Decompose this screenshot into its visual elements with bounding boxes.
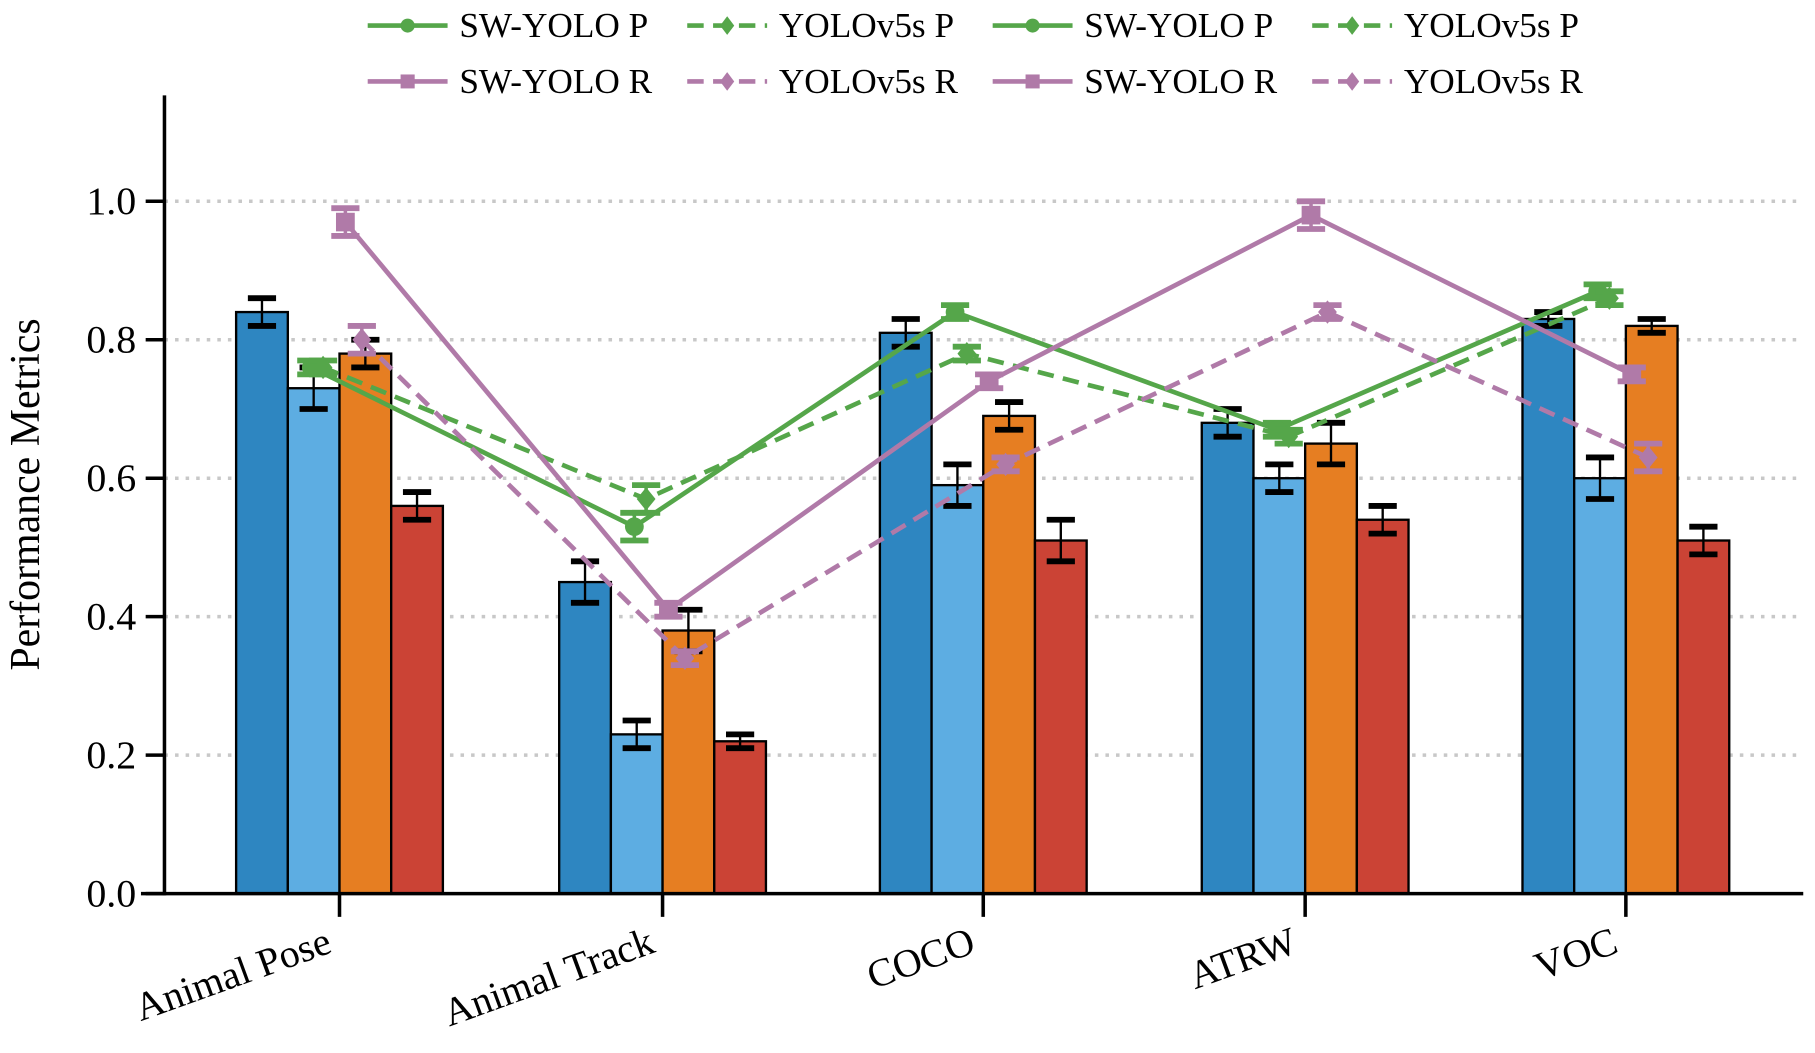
- marker-square: [335, 212, 355, 232]
- legend-item: YOLOv5s R: [687, 62, 959, 101]
- legend-label: YOLOv5s P: [1404, 6, 1579, 45]
- bar: [609, 733, 664, 895]
- bar: [878, 331, 933, 895]
- marker-square: [979, 371, 999, 391]
- bar: [1303, 442, 1359, 895]
- marker-square: [1025, 74, 1040, 89]
- bar: [390, 504, 445, 895]
- marker-circle: [945, 302, 965, 322]
- y-tick-label: 0.4: [86, 595, 136, 639]
- bar: [661, 629, 716, 895]
- legend-item: SW-YOLO R: [367, 62, 653, 101]
- bar: [982, 414, 1037, 895]
- bar: [1676, 539, 1731, 895]
- y-axis-label: Performance Metrics: [3, 318, 49, 670]
- legend-item: SW-YOLO P: [367, 6, 648, 45]
- y-tick-label: 0.2: [86, 733, 136, 777]
- marker-circle: [1025, 18, 1040, 33]
- marker-circle: [624, 517, 644, 536]
- legend-item: YOLOv5s R: [1312, 62, 1584, 101]
- x-tick-label: ATRW: [1183, 919, 1303, 998]
- y-tick-label: 0.6: [86, 456, 136, 500]
- x-tick-label: VOC: [1529, 919, 1623, 989]
- marker-square: [659, 600, 678, 620]
- bar: [1033, 539, 1088, 895]
- legend-item: SW-YOLO R: [992, 62, 1278, 101]
- legend-item: SW-YOLO P: [992, 6, 1273, 45]
- bar: [338, 352, 393, 895]
- marker-diamond: [1279, 425, 1299, 449]
- y-tick-label: 1.0: [86, 179, 136, 223]
- bar: [930, 483, 985, 895]
- marker-diamond: [720, 16, 735, 35]
- marker-diamond: [352, 328, 372, 352]
- legend-label: SW-YOLO P: [459, 6, 648, 45]
- legend-label: SW-YOLO R: [459, 62, 652, 101]
- bar: [713, 740, 768, 895]
- marker-diamond: [957, 341, 977, 366]
- line-series: [297, 198, 1663, 670]
- marker-diamond: [1345, 16, 1360, 35]
- bar: [1624, 324, 1679, 895]
- marker-square: [1301, 205, 1321, 225]
- bar: [1200, 421, 1255, 895]
- bar: [1252, 477, 1307, 895]
- marker-diamond: [1600, 286, 1619, 310]
- legend-item: YOLOv5s P: [687, 6, 954, 45]
- marker-square: [400, 74, 415, 89]
- legend-label: YOLOv5s R: [1404, 62, 1584, 101]
- bar: [286, 387, 341, 895]
- x-tick-label: COCO: [861, 919, 980, 998]
- marker-square: [1622, 365, 1642, 384]
- marker-diamond: [675, 646, 695, 670]
- marker-diamond: [1345, 72, 1360, 91]
- y-tick-label: 0.8: [86, 318, 136, 362]
- marker-diamond: [996, 452, 1015, 477]
- legend-label: YOLOv5s R: [779, 62, 959, 101]
- legend-item: YOLOv5s P: [1312, 6, 1579, 45]
- legend-label: SW-YOLO R: [1084, 62, 1277, 101]
- y-tick-label: 0.0: [86, 872, 136, 916]
- marker-circle: [400, 18, 415, 33]
- marker-diamond: [636, 487, 656, 511]
- legend: SW-YOLO P YOLOv5s P SW-YOLO P YOLOv5s P SW-Y…: [367, 6, 1584, 101]
- marker-diamond: [720, 72, 735, 91]
- legend-label: YOLOv5s P: [779, 6, 954, 45]
- bar: [1572, 477, 1628, 895]
- bar: [1355, 518, 1410, 895]
- bar: [558, 580, 613, 895]
- legend-label: SW-YOLO P: [1084, 6, 1273, 45]
- x-tick-label: Animal Pose: [129, 919, 337, 1030]
- x-tick-label: Animal Track: [437, 919, 660, 1035]
- marker-diamond: [313, 355, 333, 380]
- bar: [234, 310, 289, 895]
